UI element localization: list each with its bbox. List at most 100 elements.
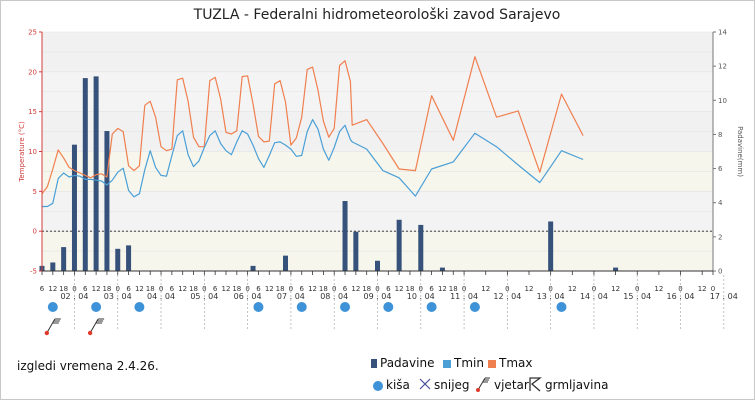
hour-label: 12 — [178, 285, 187, 293]
temperature-lines — [41, 56, 584, 208]
hour-label: 18 — [406, 285, 415, 293]
precipitation-bar — [353, 231, 359, 271]
chart-title: TUZLA - Federalni hidrometeorološki zavo… — [193, 7, 561, 23]
wind-icon — [475, 375, 491, 396]
legend-item-padavine: Padavine — [371, 356, 434, 370]
right-tick-label: 10 — [718, 97, 727, 105]
day-label: 04 . 04 — [147, 292, 175, 301]
precipitation-bar — [71, 144, 77, 271]
precipitation-bar — [115, 248, 121, 271]
left-tick-label: -5 — [30, 268, 37, 276]
right-tick-label: 4 — [718, 199, 723, 207]
day-label: 07 . 04 — [277, 292, 305, 301]
precipitation-bar — [61, 247, 67, 271]
hour-label: 12 — [92, 285, 101, 293]
left-tick-label: 20 — [28, 68, 37, 76]
forecast-date-note: izgledi vremena 2.4.26. — [17, 359, 159, 373]
legend-label-padavine: Padavine — [380, 356, 435, 370]
rain-icon — [296, 302, 307, 312]
wind-icon — [44, 318, 61, 336]
hour-label: 18 — [146, 285, 155, 293]
hour-label: 12 — [351, 285, 360, 293]
hour-label: 6 — [386, 285, 391, 293]
hour-label: 18 — [189, 285, 198, 293]
left-tick-label: 5 — [33, 188, 37, 196]
y-axis-label: Temperature (°C) — [18, 121, 26, 183]
hour-label: 6 — [40, 285, 45, 293]
day-label: 15 . 04 — [623, 292, 651, 301]
day-label: 13 . 04 — [537, 292, 565, 301]
rain-icon — [253, 302, 264, 312]
hour-label: 12 — [265, 285, 274, 293]
precipitation-bar — [375, 260, 380, 271]
legend-item-vjetar: vjetar — [475, 375, 529, 396]
left-tick-label: 10 — [28, 148, 37, 156]
legend-label-snijeg: snijeg — [434, 378, 470, 392]
hour-label: 12 — [481, 285, 490, 293]
rain-icon — [556, 302, 567, 312]
left-tick-label: 15 — [28, 108, 37, 116]
precipitation-bar — [418, 224, 424, 271]
legend-label-grmljavina: grmljavina — [545, 378, 609, 392]
rain-icon — [469, 302, 480, 312]
hour-label: 12 — [438, 285, 447, 293]
hour-label: 12 — [568, 285, 577, 293]
wind-staff — [46, 318, 56, 334]
precipitation-bar — [50, 262, 56, 271]
left-tick-label: 0 — [33, 228, 37, 236]
rain-icon — [47, 302, 58, 312]
hour-label: 6 — [170, 285, 175, 293]
right-tick-label: 12 — [718, 63, 727, 71]
padavine-swatch — [371, 359, 377, 368]
legend-item-tmax: Tmax — [488, 356, 532, 370]
hour-label: 12 — [654, 285, 663, 293]
day-label: 05 . 04 — [190, 292, 218, 301]
hour-label: 18 — [59, 285, 68, 293]
precipitation-bar — [283, 255, 289, 271]
hour-label: 6 — [126, 285, 131, 293]
precipitation-bar — [93, 76, 99, 271]
hour-label: 6 — [300, 285, 305, 293]
right-tick-label: 0 — [718, 268, 722, 276]
y-axis-right-label: Padavine(mm) — [736, 126, 744, 177]
hour-label: 12 — [698, 285, 707, 293]
rain-icon — [383, 302, 394, 312]
left-tick-label: 25 — [28, 29, 37, 37]
hour-label: 6 — [83, 285, 88, 293]
legend-label-vjetar: vjetar — [494, 378, 529, 392]
precipitation-bar — [104, 131, 110, 271]
legend-item-grmljavina: grmljavina — [528, 376, 608, 395]
time-axis: 6121806121806121806121806121806121806121… — [40, 271, 738, 331]
plot-axes: -5 0 5 10 15 20 25 0 2 4 6 8 10 12 14 Temperature (°C) P… — [18, 29, 744, 276]
hour-label: 12 — [135, 285, 144, 293]
precipitation-bar — [342, 201, 348, 271]
hour-label: 12 — [222, 285, 231, 293]
day-label: 17 . 04 — [710, 292, 738, 301]
hour-label: 12 — [48, 285, 57, 293]
hour-label: 18 — [449, 285, 458, 293]
tmax-line — [41, 56, 584, 195]
hour-label: 0 — [711, 285, 715, 293]
right-tick-label: 8 — [718, 131, 722, 139]
wind-dot — [87, 330, 93, 336]
right-tick-label: 14 — [718, 29, 727, 37]
precipitation-bar — [613, 267, 619, 271]
precipitation-bar — [548, 221, 554, 271]
wind-icon — [87, 318, 105, 336]
legend-label-kisa: kiša — [386, 378, 410, 392]
day-label: 14 . 04 — [580, 292, 608, 301]
legend-item-kisa: kiša — [373, 378, 410, 392]
hour-label: 6 — [429, 285, 434, 293]
day-label: 11 . 04 — [450, 292, 478, 301]
day-label: 09 . 04 — [364, 292, 392, 301]
snow-icon — [419, 378, 431, 393]
day-label: 06 . 04 — [234, 292, 262, 301]
hour-label: 18 — [232, 285, 241, 293]
hour-label: 12 — [525, 285, 534, 293]
day-label: 12 . 04 — [493, 292, 521, 301]
hour-label: 6 — [213, 285, 218, 293]
weather-icons-row — [44, 302, 567, 336]
hour-label: 12 — [395, 285, 404, 293]
precipitation-bar — [250, 265, 256, 271]
